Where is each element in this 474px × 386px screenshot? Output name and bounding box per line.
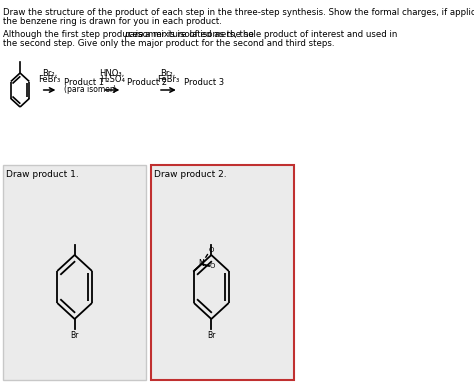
- Text: Br: Br: [207, 331, 216, 340]
- Text: the benzene ring is drawn for you in each product.: the benzene ring is drawn for you in eac…: [3, 17, 222, 26]
- Text: N: N: [199, 259, 204, 269]
- Text: (para isomer): (para isomer): [64, 85, 116, 94]
- Text: Although the first step produces a mixture of isomers, the: Although the first step produces a mixtu…: [3, 30, 257, 39]
- Text: O: O: [210, 263, 215, 269]
- Text: HNO₃,: HNO₃,: [100, 69, 125, 78]
- Text: Product 2: Product 2: [128, 78, 167, 87]
- Text: FeBr₃: FeBr₃: [38, 75, 61, 84]
- Text: Product 3: Product 3: [184, 78, 224, 87]
- Text: Br₂,: Br₂,: [160, 69, 176, 78]
- Bar: [3, 165, 146, 380]
- Text: Br₂,: Br₂,: [42, 69, 57, 78]
- Text: FeBr₃: FeBr₃: [157, 75, 179, 84]
- Text: Draw product 2.: Draw product 2.: [154, 170, 227, 179]
- Text: the second step. Give only the major product for the second and third steps.: the second step. Give only the major pro…: [3, 39, 335, 48]
- Text: para: para: [125, 30, 144, 39]
- Text: Draw the structure of the product of each step in the three-step synthesis. Show: Draw the structure of the product of eac…: [3, 8, 474, 17]
- Text: Br: Br: [71, 331, 79, 340]
- Text: Product 1: Product 1: [64, 78, 104, 87]
- Text: isomer is isolated as the sole product of interest and used in: isomer is isolated as the sole product o…: [133, 30, 397, 39]
- Text: Draw product 1.: Draw product 1.: [6, 170, 79, 179]
- Text: O: O: [209, 247, 214, 253]
- Text: H₂SO₄: H₂SO₄: [100, 75, 125, 84]
- Bar: [151, 165, 294, 380]
